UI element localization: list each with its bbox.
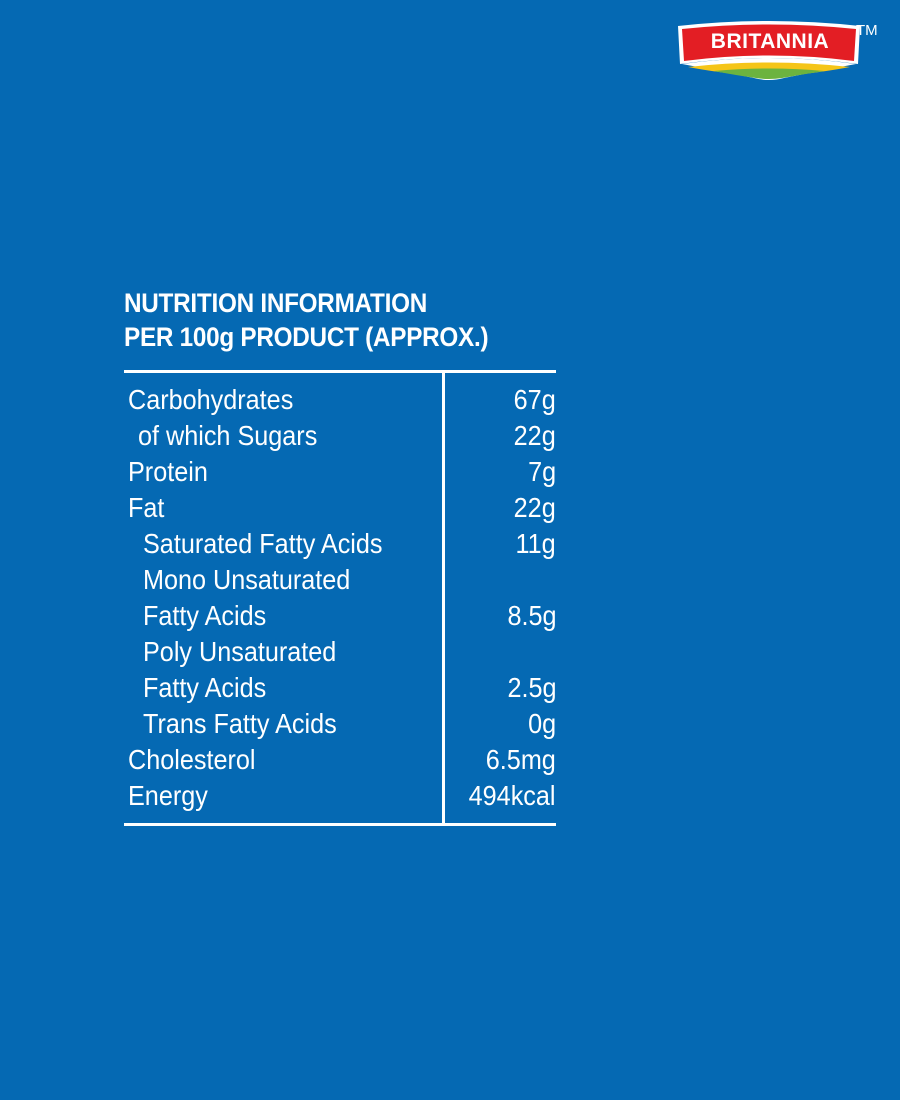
table-row: of which Sugars 22g bbox=[124, 418, 556, 454]
table-row: Protein 7g bbox=[124, 454, 556, 490]
table-row: Fatty Acids 8.5g bbox=[124, 598, 556, 634]
trademark-mark: TM bbox=[856, 22, 878, 39]
row-label: Energy bbox=[128, 780, 208, 811]
table-column-divider bbox=[442, 370, 445, 826]
table-bottom-rule bbox=[124, 823, 556, 826]
row-value: 67g bbox=[513, 384, 556, 415]
row-label: Mono Unsaturated bbox=[143, 564, 351, 595]
row-label: Poly Unsaturated bbox=[143, 636, 337, 667]
row-value: 8.5g bbox=[506, 600, 556, 631]
table-row: Saturated Fatty Acids 11g bbox=[124, 526, 556, 562]
table-row: Trans Fatty Acids 0g bbox=[124, 706, 556, 742]
table-row: Fatty Acids 2.5g bbox=[124, 670, 556, 706]
nutrition-table: Carbohydrates 67g of which Sugars 22g Pr… bbox=[124, 382, 556, 814]
table-row: Energy 494kcal bbox=[124, 778, 556, 814]
row-value: 11g bbox=[515, 528, 556, 559]
row-label: of which Sugars bbox=[138, 420, 318, 451]
row-label: Fatty Acids bbox=[143, 600, 267, 631]
row-label: Cholesterol bbox=[128, 744, 256, 775]
table-row: Cholesterol 6.5mg bbox=[124, 742, 556, 778]
table-row: Mono Unsaturated bbox=[124, 562, 556, 598]
nutrition-heading: NUTRITION INFORMATION PER 100g PRODUCT (… bbox=[124, 286, 513, 354]
row-label: Trans Fatty Acids bbox=[143, 708, 337, 739]
row-value: 22g bbox=[513, 420, 556, 451]
table-row: Poly Unsaturated bbox=[124, 634, 556, 670]
nutrition-panel: NUTRITION INFORMATION PER 100g PRODUCT (… bbox=[124, 286, 556, 826]
row-label: Fat bbox=[128, 492, 165, 523]
logo-shape bbox=[678, 21, 860, 80]
row-value: 6.5mg bbox=[485, 744, 556, 775]
table-top-rule bbox=[124, 370, 556, 373]
britannia-logo: BRITANNIA TM bbox=[674, 18, 884, 90]
heading-line-2: PER 100g PRODUCT (APPROX.) bbox=[124, 322, 489, 352]
row-value: 2.5g bbox=[506, 672, 556, 703]
row-value: 7g bbox=[527, 456, 556, 487]
row-label: Protein bbox=[128, 456, 208, 487]
heading-line-1: NUTRITION INFORMATION bbox=[124, 288, 428, 318]
table-row: Fat 22g bbox=[124, 490, 556, 526]
row-value: 22g bbox=[513, 492, 556, 523]
row-value: 0g bbox=[527, 708, 556, 739]
row-label: Saturated Fatty Acids bbox=[143, 528, 383, 559]
row-label: Carbohydrates bbox=[128, 384, 294, 415]
row-value: 494kcal bbox=[469, 780, 556, 811]
table-row: Carbohydrates 67g bbox=[124, 382, 556, 418]
logo-wordmark: BRITANNIA bbox=[710, 30, 830, 53]
row-label: Fatty Acids bbox=[143, 672, 267, 703]
